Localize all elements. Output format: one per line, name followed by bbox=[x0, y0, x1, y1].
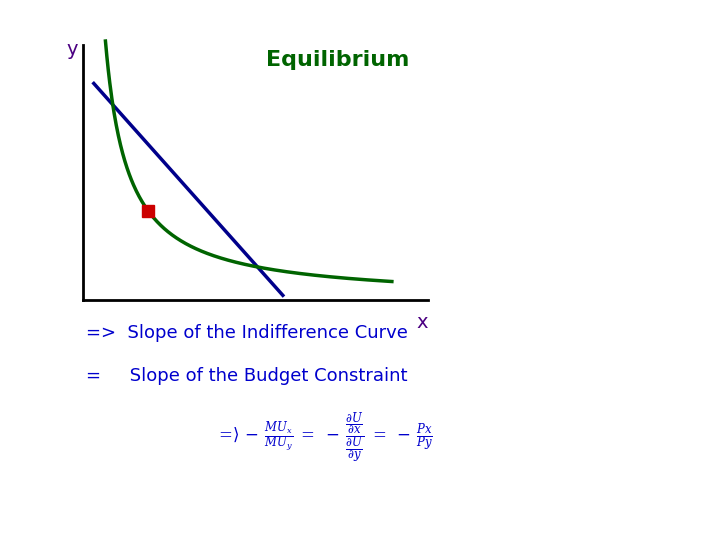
Text: =>  Slope of the Indifference Curve: => Slope of the Indifference Curve bbox=[86, 324, 408, 342]
Text: $=\!\rangle\,-\,\frac{MU_x}{MU_y}\;=\;-\,\frac{\dfrac{\partial U}{\partial x}}{\: $=\!\rangle\,-\,\frac{MU_x}{MU_y}\;=\;-\… bbox=[215, 410, 433, 465]
Text: y: y bbox=[66, 40, 78, 59]
Text: Equilibrium: Equilibrium bbox=[266, 50, 409, 70]
Text: =     Slope of the Budget Constraint: = Slope of the Budget Constraint bbox=[86, 367, 408, 385]
Text: x: x bbox=[417, 313, 428, 332]
